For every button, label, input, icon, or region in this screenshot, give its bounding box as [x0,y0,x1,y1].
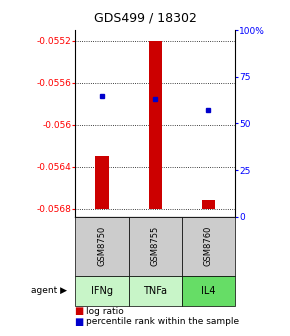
Text: IL4: IL4 [201,286,215,296]
Bar [202,201,215,209]
Text: percentile rank within the sample: percentile rank within the sample [86,318,239,326]
Text: GSM8760: GSM8760 [204,226,213,266]
Bar [148,41,162,209]
Text: GSM8755: GSM8755 [151,226,160,266]
Bar [95,156,109,209]
Text: agent ▶: agent ▶ [31,286,67,295]
Text: ■: ■ [74,306,83,317]
Text: TNFa: TNFa [143,286,167,296]
Text: GSM8750: GSM8750 [97,226,106,266]
Text: ■: ■ [74,317,83,327]
Text: log ratio: log ratio [86,307,123,316]
Text: IFNg: IFNg [91,286,113,296]
Text: GDS499 / 18302: GDS499 / 18302 [94,12,196,25]
